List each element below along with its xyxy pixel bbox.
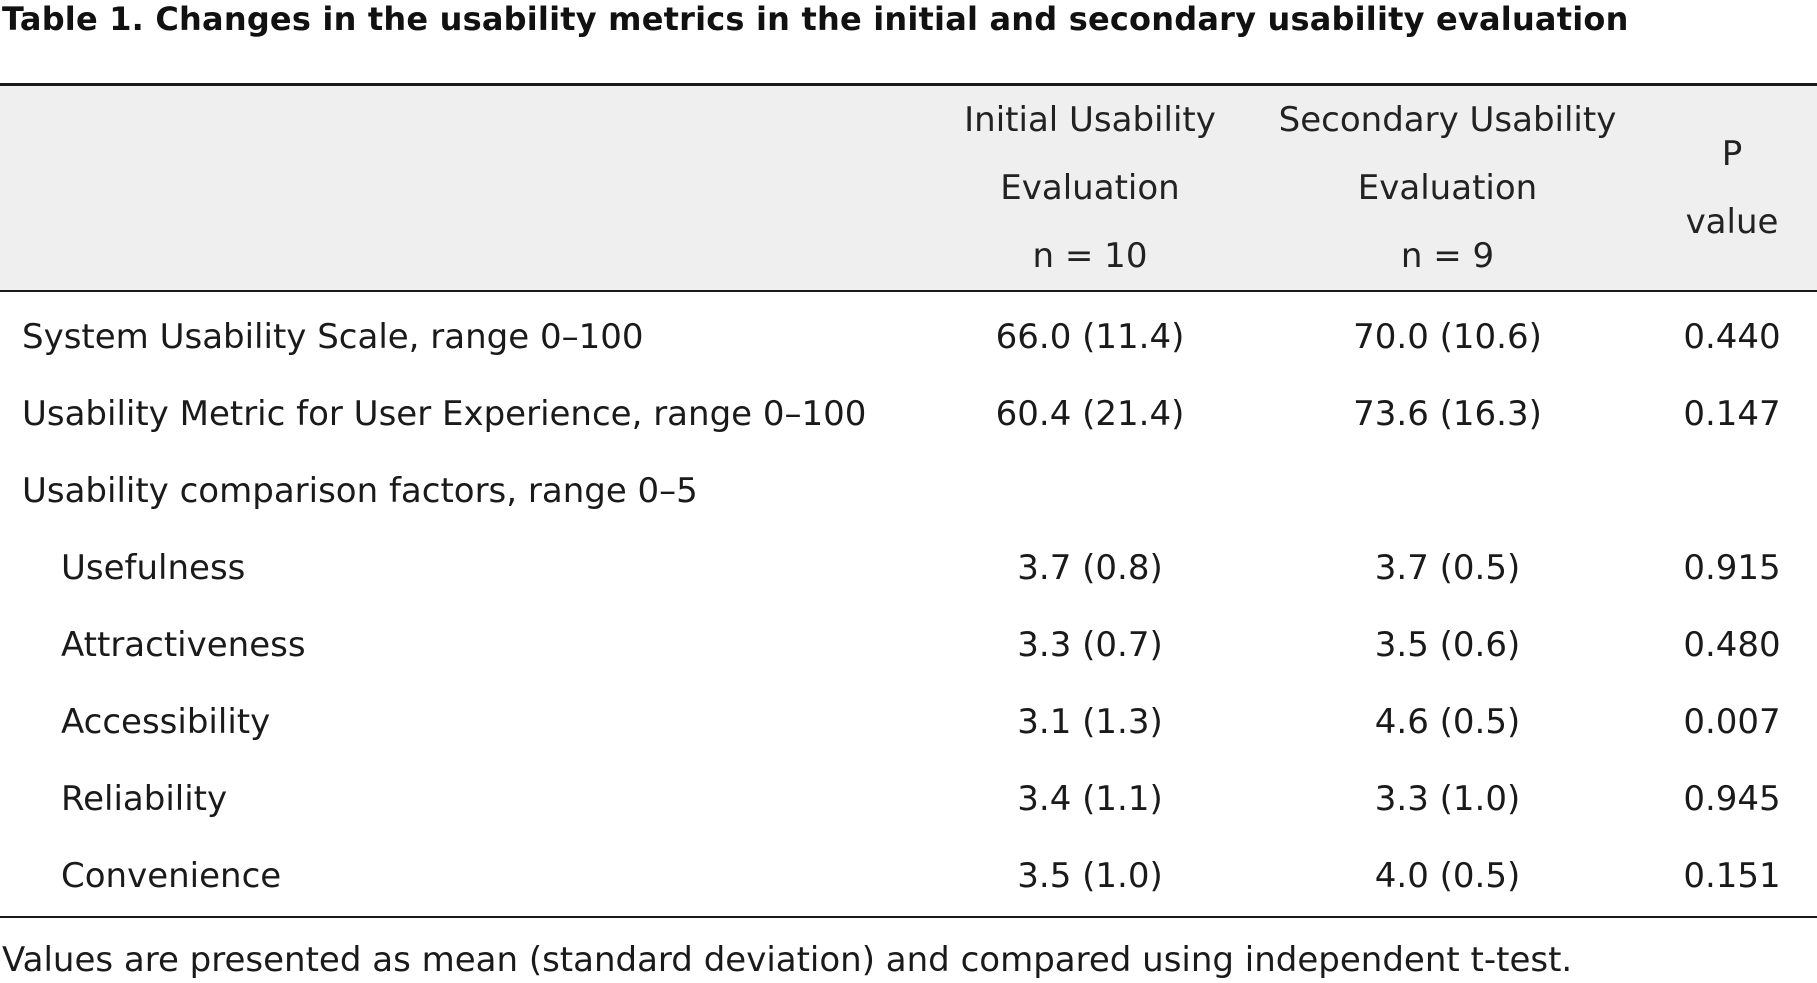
initial-value: 3.5 (1.0) (1017, 855, 1163, 896)
row-label: Usability comparison factors, range 0–5 (22, 470, 698, 511)
table-row: Convenience 3.5 (1.0) 4.0 (0.5) 0.151 (0, 837, 1817, 917)
p-value: 0.007 (1683, 701, 1781, 742)
p-value: 0.151 (1683, 855, 1781, 896)
row-label: Accessibility (61, 701, 271, 742)
table-row: Accessibility 3.1 (1.3) 4.6 (0.5) 0.007 (0, 683, 1817, 760)
table-row: System Usability Scale, range 0–100 66.0… (0, 291, 1817, 375)
table-header-row: Initial Usability Evaluation n = 10 Seco… (0, 84, 1817, 292)
p-value: 0.440 (1683, 316, 1781, 357)
header-initial-line-2: Evaluation (1000, 168, 1180, 208)
row-label: Reliability (61, 778, 228, 819)
secondary-value: 4.0 (0.5) (1374, 855, 1521, 896)
initial-value: 60.4 (21.4) (995, 393, 1185, 434)
table-row: Usability Metric for User Experience, ra… (0, 375, 1817, 452)
header-secondary-line-1: Secondary Usability (1278, 100, 1617, 140)
p-value (1647, 452, 1817, 529)
header-secondary-line-3: n = 9 (1400, 236, 1495, 276)
header-label-column (0, 85, 932, 292)
header-p-value: P value (1647, 85, 1817, 292)
header-initial-line-3: n = 10 (1032, 236, 1148, 276)
initial-value: 3.7 (0.8) (1017, 547, 1163, 588)
initial-value: 66.0 (11.4) (995, 316, 1185, 357)
initial-value: 3.4 (1.1) (1017, 778, 1163, 819)
initial-value (932, 452, 1248, 529)
table-row-group-heading: Usability comparison factors, range 0–5 (0, 452, 1817, 529)
p-value: 0.915 (1683, 547, 1781, 588)
secondary-value: 73.6 (16.3) (1353, 393, 1542, 434)
secondary-value (1248, 452, 1647, 529)
secondary-value: 4.6 (0.5) (1374, 701, 1521, 742)
secondary-value: 3.3 (1.0) (1374, 778, 1521, 819)
header-p-line-1: P (1721, 134, 1743, 174)
header-initial-line-1: Initial Usability (964, 100, 1216, 140)
table-footnote: Values are presented as mean (standard d… (2, 940, 1573, 980)
row-label: System Usability Scale, range 0–100 (22, 316, 644, 357)
usability-table: Initial Usability Evaluation n = 10 Seco… (0, 83, 1817, 918)
secondary-value: 3.7 (0.5) (1374, 547, 1521, 588)
table-row: Attractiveness 3.3 (0.7) 3.5 (0.6) 0.480 (0, 606, 1817, 683)
header-secondary-evaluation: Secondary Usability Evaluation n = 9 (1248, 85, 1647, 292)
row-label: Usefulness (61, 547, 246, 588)
p-value: 0.147 (1683, 393, 1781, 434)
row-label: Usability Metric for User Experience, ra… (22, 393, 867, 434)
header-p-line-2: value (1685, 202, 1779, 242)
p-value: 0.480 (1683, 624, 1781, 665)
table-caption: Table 1. Changes in the usability metric… (2, 0, 1629, 38)
row-label: Convenience (61, 855, 282, 896)
secondary-value: 3.5 (0.6) (1374, 624, 1521, 665)
table-row: Reliability 3.4 (1.1) 3.3 (1.0) 0.945 (0, 760, 1817, 837)
initial-value: 3.1 (1.3) (1017, 701, 1163, 742)
row-label: Attractiveness (61, 624, 306, 665)
secondary-value: 70.0 (10.6) (1353, 316, 1542, 357)
initial-value: 3.3 (0.7) (1017, 624, 1163, 665)
header-secondary-line-2: Evaluation (1357, 168, 1538, 208)
header-initial-evaluation: Initial Usability Evaluation n = 10 (932, 85, 1248, 292)
p-value: 0.945 (1683, 778, 1781, 819)
table-row: Usefulness 3.7 (0.8) 3.7 (0.5) 0.915 (0, 529, 1817, 606)
